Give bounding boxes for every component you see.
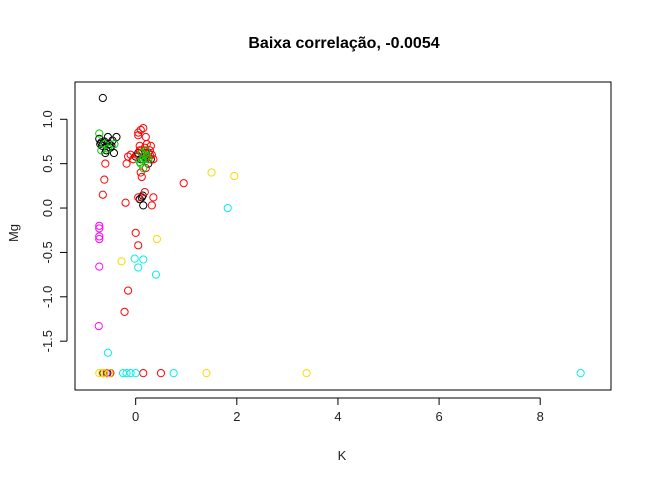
data-point <box>169 369 178 378</box>
data-point <box>95 369 104 378</box>
data-point <box>151 270 161 279</box>
data-points <box>94 93 585 378</box>
data-point <box>137 172 146 182</box>
data-point <box>95 129 104 138</box>
data-point <box>139 163 148 173</box>
data-point <box>126 150 135 159</box>
y-tick-label: 0.5 <box>40 155 55 173</box>
data-point <box>95 262 104 271</box>
data-point <box>131 369 140 378</box>
data-point <box>134 128 143 137</box>
data-point <box>109 148 119 158</box>
data-point <box>136 125 145 135</box>
data-point <box>134 193 143 202</box>
data-point <box>202 369 211 378</box>
data-point <box>230 171 239 181</box>
data-point <box>101 148 110 158</box>
data-point <box>576 369 585 378</box>
data-point <box>131 228 140 237</box>
y-axis: -1.5 -1.0 -0.5 0.0 0.5 1.0 <box>40 110 68 352</box>
data-point <box>105 369 114 378</box>
data-point <box>95 221 104 230</box>
chart-title: Baixa correlação, -0.0054 <box>248 35 439 52</box>
x-axis: 0 2 4 6 8 <box>132 397 544 424</box>
y-tick-label: -1.5 <box>40 330 55 352</box>
data-point <box>136 159 145 168</box>
data-point <box>100 175 109 184</box>
x-axis-label: K <box>338 448 347 463</box>
data-point <box>101 159 110 168</box>
data-point <box>149 193 158 202</box>
data-point <box>121 198 130 207</box>
data-point <box>126 369 135 378</box>
data-point <box>141 132 150 142</box>
data-point <box>139 255 148 264</box>
data-point <box>141 163 150 173</box>
y-tick-label: -1.0 <box>40 286 55 308</box>
data-point <box>96 140 105 149</box>
x-tick-label: 0 <box>132 409 139 424</box>
data-point <box>98 93 107 103</box>
data-point <box>141 146 150 155</box>
data-point <box>179 179 188 188</box>
data-point <box>135 146 144 155</box>
plot-frame <box>74 81 612 391</box>
data-point <box>100 369 109 378</box>
y-tick-label: 0.0 <box>40 199 55 217</box>
data-point <box>156 369 166 378</box>
data-point <box>140 187 149 197</box>
data-point <box>139 369 148 378</box>
data-point <box>137 148 146 158</box>
data-point <box>95 232 104 241</box>
x-tick-label: 4 <box>334 409 341 424</box>
data-point <box>152 235 162 244</box>
data-point <box>223 203 232 213</box>
data-point <box>134 241 143 250</box>
data-point <box>302 369 311 378</box>
data-point <box>146 141 155 151</box>
data-point <box>98 190 107 199</box>
data-point <box>147 201 156 210</box>
data-point <box>207 168 216 177</box>
y-tick-label: -0.5 <box>40 241 55 263</box>
data-point <box>135 157 144 166</box>
x-tick-label: 6 <box>435 409 442 424</box>
x-tick-label: 2 <box>233 409 240 424</box>
data-point <box>134 263 143 272</box>
data-point <box>120 307 129 316</box>
data-point <box>117 257 126 266</box>
x-tick-label: 8 <box>537 409 544 424</box>
data-point <box>139 124 148 133</box>
data-point <box>122 159 131 168</box>
data-point <box>94 321 103 331</box>
data-point <box>139 201 148 210</box>
data-point <box>95 224 104 233</box>
data-point <box>122 369 131 378</box>
data-point <box>110 140 119 149</box>
data-point <box>103 348 112 357</box>
data-point <box>95 235 104 244</box>
data-point <box>123 286 133 295</box>
data-point <box>144 155 153 164</box>
data-point <box>97 146 106 155</box>
y-axis-label: Mg <box>6 224 21 242</box>
data-point <box>130 254 139 263</box>
data-point <box>134 131 143 140</box>
data-point <box>136 168 145 177</box>
y-tick-label: 1.0 <box>40 110 55 128</box>
